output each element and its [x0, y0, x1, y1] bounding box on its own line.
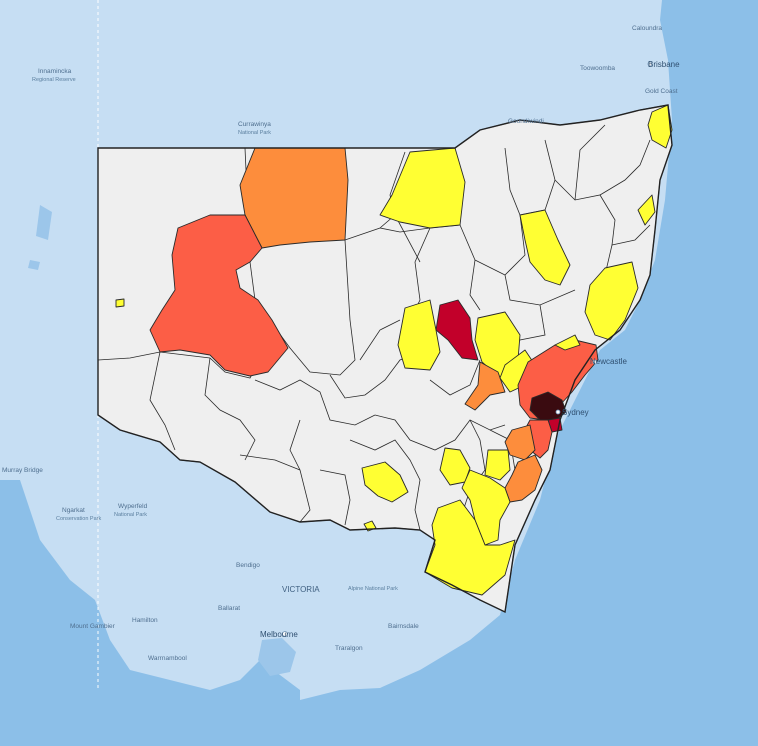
label-melbourne: Melbourne [260, 630, 298, 639]
label-hamilton: Hamilton [132, 617, 158, 624]
label-regional-reserve: Regional Reserve [32, 77, 76, 83]
label-goondiwindi: Goondiwindi [508, 118, 544, 125]
label-bendigo: Bendigo [236, 562, 260, 569]
region-north-central-yellow[interactable] [379, 147, 466, 229]
label-caloundra: Caloundra [632, 25, 662, 32]
region-riverina-yellow[interactable] [361, 461, 409, 503]
label-alpine-np: Alpine National Park [348, 586, 398, 592]
melbourne-dot [282, 631, 288, 637]
region-snowy-yellow[interactable] [424, 499, 516, 596]
brisbane-dot [647, 61, 653, 67]
label-currawinya: Currawinya [238, 121, 271, 128]
nsw-border [97, 104, 673, 614]
label-innamincka: Innamincka [38, 68, 72, 75]
region-central-west-yellow-a[interactable] [397, 299, 441, 371]
label-bairnsdale: Bairnsdale [388, 623, 419, 630]
label-warrnambool: Warrnambool [148, 655, 187, 662]
region-central-orange[interactable] [464, 361, 506, 411]
region-mid-hunter-yellow[interactable] [554, 334, 581, 351]
sydney-dot [555, 409, 561, 415]
label-victoria: VICTORIA [282, 585, 320, 594]
label-toowoomba: Toowoomba [580, 65, 615, 72]
region-south-yellow-c[interactable] [461, 469, 511, 546]
region-south-coast-orange[interactable] [504, 454, 543, 503]
region-far-west-islet[interactable] [115, 298, 125, 308]
region-north-coast-yellow-a[interactable] [584, 261, 639, 341]
newcastle-dot [592, 359, 598, 365]
label-ngarkat-park: Conservation Park [56, 516, 101, 522]
ocean [300, 0, 758, 746]
region-northern-tablelands-yellow[interactable] [519, 209, 571, 286]
region-central-west-dark-red[interactable] [435, 299, 479, 361]
label-brisbane: Brisbane [648, 60, 680, 69]
region-far-west-red[interactable] [149, 214, 289, 377]
label-newcastle: Newcastle [590, 357, 627, 366]
label-mount-gambier: Mount Gambier [70, 623, 116, 630]
label-currawinya-np: National Park [238, 130, 271, 136]
label-wyperfeld-np: National Park [114, 512, 147, 518]
label-gold-coast: Gold Coast [645, 88, 678, 95]
label-sydney: Sydney [562, 408, 589, 417]
label-traralgon: Traralgon [335, 645, 363, 652]
region-north-west-orange[interactable] [239, 147, 349, 249]
lake-1 [36, 205, 52, 240]
label-murray-bridge: Murray Bridge [2, 467, 43, 474]
port-phillip-bay [258, 638, 296, 676]
southern-ocean [0, 480, 300, 746]
region-north-coast-yellow-b[interactable] [637, 194, 656, 226]
label-wyperfeld: Wyperfeld [118, 503, 148, 510]
label-ngarkat: Ngarkat [62, 507, 85, 514]
region-south-yellow-b[interactable] [484, 449, 511, 481]
label-ballarat: Ballarat [218, 605, 240, 612]
lake-2 [28, 260, 40, 270]
